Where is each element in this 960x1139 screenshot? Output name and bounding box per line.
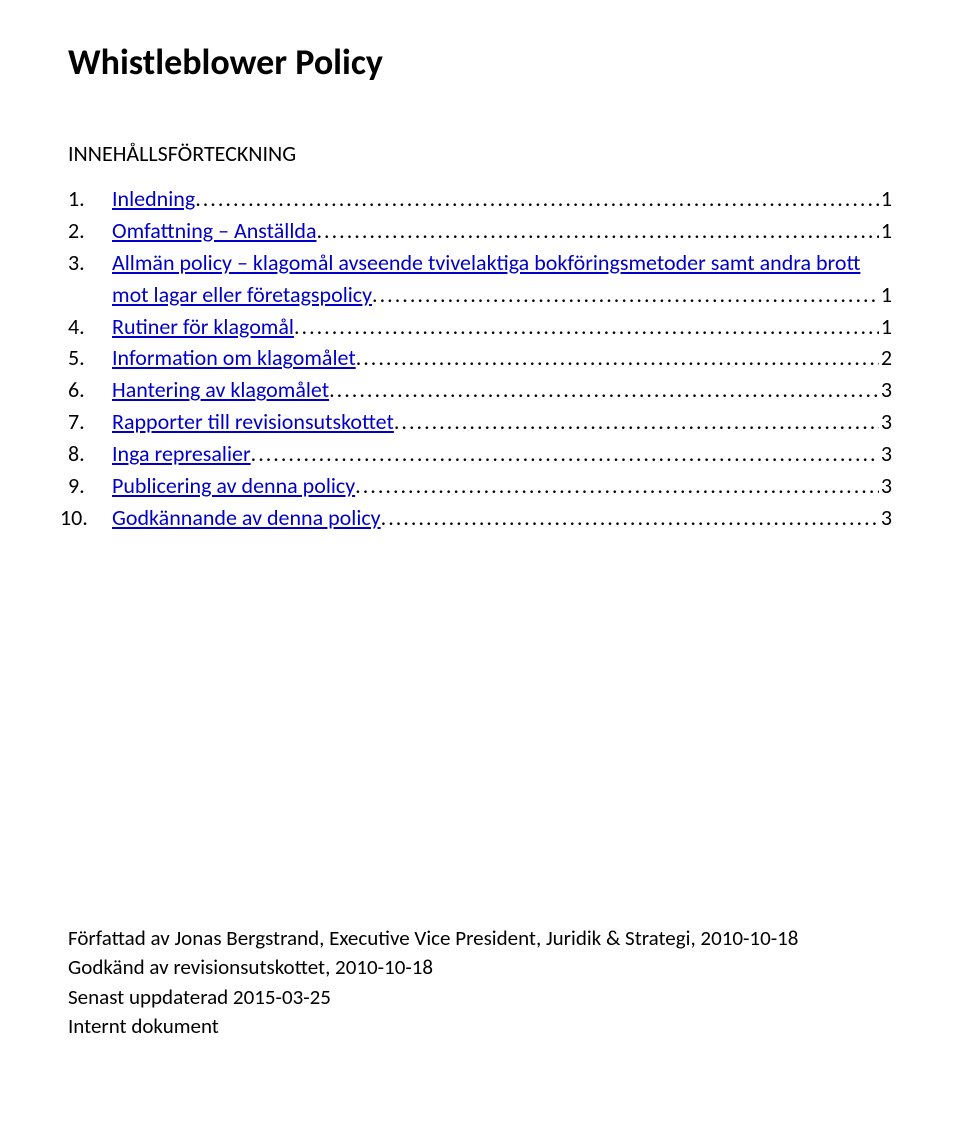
toc-page: 1	[879, 183, 892, 215]
toc-row: 6. Hantering av klagomålet 3	[68, 374, 892, 406]
toc-number: 8.	[68, 438, 112, 470]
toc-row: 10. Godkännande av denna policy 3	[68, 502, 892, 534]
toc-leader	[394, 406, 879, 438]
toc-number: 3.	[68, 247, 112, 279]
toc-row: 4. Rutiner för klagomål 1	[68, 311, 892, 343]
toc-number: 10.	[60, 502, 112, 534]
toc-link-rutiner[interactable]: Rutiner för klagomål	[112, 311, 294, 343]
toc-link-omfattning[interactable]: Omfattning – Anställda	[112, 215, 317, 247]
toc-link-allman-policy-line2[interactable]: mot lagar eller företagspolicy	[112, 279, 372, 311]
toc-number: 4.	[68, 311, 112, 343]
toc-leader	[195, 183, 879, 215]
toc-page: 3	[879, 374, 892, 406]
toc-leader	[355, 470, 879, 502]
toc-row: 8. Inga represalier 3	[68, 438, 892, 470]
toc-number: 1.	[68, 183, 112, 215]
table-of-contents: 1. Inledning 1 2. Omfattning – Anställda…	[68, 183, 892, 534]
toc-number: 9.	[68, 470, 112, 502]
toc-page: 2	[879, 342, 892, 374]
toc-leader	[356, 342, 879, 374]
footer-approved: Godkänd av revisionsutskottet, 2010-10-1…	[68, 953, 892, 982]
footer-author: Författad av Jonas Bergstrand, Executive…	[68, 924, 892, 953]
toc-leader	[329, 374, 879, 406]
toc-page: 3	[879, 406, 892, 438]
toc-page: 1	[879, 279, 892, 311]
toc-leader	[294, 311, 879, 343]
footer-updated: Senast uppdaterad 2015-03-25	[68, 983, 892, 1012]
toc-link-inledning[interactable]: Inledning	[112, 183, 195, 215]
toc-row: 3. Allmän policy – klagomål avseende tvi…	[68, 247, 892, 279]
toc-link-allman-policy-line1[interactable]: Allmän policy – klagomål avseende tvivel…	[112, 247, 860, 279]
toc-leader	[317, 215, 879, 247]
toc-row: 9. Publicering av denna policy 3	[68, 470, 892, 502]
toc-page: 3	[879, 470, 892, 502]
toc-link-godkannande[interactable]: Godkännande av denna policy	[112, 502, 381, 534]
toc-link-information[interactable]: Information om klagomålet	[112, 342, 356, 374]
document-title: Whistleblower Policy	[68, 40, 892, 84]
toc-row: 5. Information om klagomålet 2	[68, 342, 892, 374]
toc-heading: INNEHÅLLSFÖRTECKNING	[68, 140, 892, 167]
toc-leader	[251, 438, 879, 470]
toc-number: 6.	[68, 374, 112, 406]
toc-page: 1	[879, 215, 892, 247]
toc-page: 3	[879, 438, 892, 470]
toc-row: 7. Rapporter till revisionsutskottet 3	[68, 406, 892, 438]
toc-link-represalier[interactable]: Inga represalier	[112, 438, 251, 470]
toc-row: 1. Inledning 1	[68, 183, 892, 215]
toc-number: 5.	[68, 342, 112, 374]
toc-link-publicering[interactable]: Publicering av denna policy	[112, 470, 355, 502]
toc-number: 2.	[68, 215, 112, 247]
document-footer: Författad av Jonas Bergstrand, Executive…	[68, 924, 892, 1042]
footer-classification: Internt dokument	[68, 1012, 892, 1041]
toc-row: 2. Omfattning – Anställda 1	[68, 215, 892, 247]
toc-leader	[381, 502, 879, 534]
toc-row: mot lagar eller företagspolicy 1	[68, 279, 892, 311]
toc-leader	[372, 279, 879, 311]
toc-link-rapporter[interactable]: Rapporter till revisionsutskottet	[112, 406, 394, 438]
toc-page: 3	[879, 502, 892, 534]
toc-page: 1	[879, 311, 892, 343]
toc-number: 7.	[68, 406, 112, 438]
toc-link-hantering[interactable]: Hantering av klagomålet	[112, 374, 329, 406]
